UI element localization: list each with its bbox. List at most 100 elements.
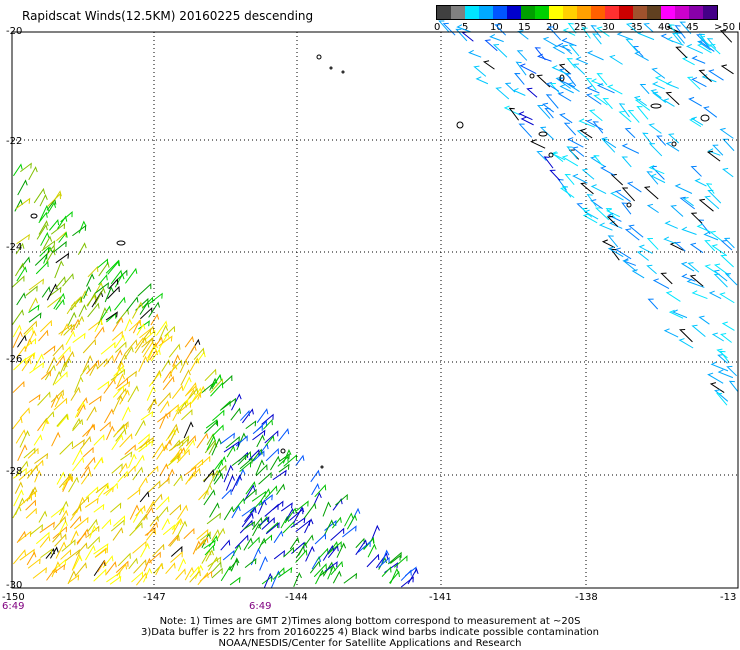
wind-barb: [111, 330, 123, 341]
wind-barb: [719, 350, 730, 363]
wind-barb: [273, 530, 284, 544]
wind-barb: [590, 78, 604, 86]
wind-barb: [222, 549, 235, 561]
wind-barb: [58, 323, 73, 335]
wind-barb: [111, 463, 123, 474]
wind-barb: [99, 421, 111, 432]
wind-barb: [32, 567, 47, 579]
wind-barb: [723, 237, 735, 249]
legend-tick-label: 15: [518, 22, 531, 33]
wind-barb: [179, 401, 192, 412]
wind-barb: [563, 122, 577, 136]
wind-barb: [663, 328, 679, 338]
legend-swatch: [563, 6, 577, 19]
wind-barb: [171, 384, 184, 400]
wind-barb: [666, 36, 684, 46]
wind-barb: [355, 539, 368, 556]
wind-barb: [155, 562, 164, 576]
wind-barb: [82, 446, 94, 458]
wind-barb: [107, 285, 120, 300]
wind-barb: [235, 468, 246, 486]
wind-barb: [648, 164, 665, 175]
wind-barb: [146, 465, 159, 478]
wind-barb: [280, 515, 290, 529]
wind-barb: [16, 292, 26, 306]
island: [280, 448, 286, 454]
wind-barb: [621, 143, 640, 154]
wind-barb: [149, 515, 159, 527]
lon-label: -141: [429, 592, 452, 603]
wind-barb: [93, 568, 107, 582]
wind-barb: [697, 39, 711, 51]
wind-barb: [519, 63, 537, 75]
wind-barb: [284, 507, 297, 524]
wind-barb: [283, 546, 295, 558]
wind-barb: [99, 305, 112, 322]
wind-barb: [236, 432, 247, 451]
wind-barb: [172, 517, 183, 535]
wind-barb: [590, 155, 606, 167]
legend-swatch: [493, 6, 507, 19]
wind-barb: [25, 499, 37, 511]
wind-barb: [190, 458, 204, 471]
wind-barb: [167, 423, 179, 439]
wind-barb: [54, 276, 66, 290]
wind-barb: [54, 260, 64, 279]
wind-barb: [667, 133, 680, 144]
wind-barb: [256, 408, 269, 423]
wind-barb: [87, 518, 98, 533]
wind-barb: [13, 489, 24, 507]
wind-barb: [15, 429, 27, 444]
wind-barb: [147, 342, 158, 359]
wind-barb: [344, 512, 354, 527]
wind-barb: [536, 150, 547, 161]
wind-barb: [75, 315, 85, 329]
wind-barb: [201, 549, 212, 564]
wind-barb: [97, 559, 107, 573]
wind-barb: [134, 337, 145, 350]
wind-barb: [86, 273, 95, 287]
wind-barb: [557, 77, 576, 88]
wind-barb: [138, 433, 150, 445]
wind-barb: [33, 434, 43, 446]
wind-barb: [138, 440, 153, 453]
legend-swatch: [479, 6, 493, 19]
wind-barb: [180, 369, 191, 386]
wind-barb: [494, 24, 507, 36]
wind-barb: [221, 397, 237, 410]
wind-barb: [88, 395, 102, 405]
wind-barb: [549, 169, 561, 181]
lat-label: -24: [6, 242, 23, 253]
wind-barb: [728, 380, 739, 392]
wind-barb: [252, 424, 263, 435]
wind-barb: [713, 269, 728, 282]
wind-barb: [42, 235, 53, 249]
wind-barb: [16, 345, 27, 359]
wind-barb: [679, 21, 692, 35]
wind-barb: [305, 545, 315, 562]
wind-barb: [140, 307, 153, 320]
wind-barb: [713, 273, 728, 288]
wind-barb: [129, 504, 140, 520]
wind-barb: [11, 275, 25, 288]
wind-barb: [38, 211, 48, 224]
wind-barb: [169, 534, 180, 547]
wind-barb: [252, 522, 262, 537]
wind-barb: [616, 31, 633, 41]
wind-barb: [280, 502, 293, 512]
wind-barb: [596, 26, 610, 37]
wind-barb: [625, 22, 640, 34]
wind-barb: [111, 434, 124, 451]
wind-barb: [681, 273, 696, 282]
legend-tick-label: 40: [658, 22, 671, 33]
wind-barb: [101, 518, 112, 530]
wind-barb: [108, 278, 119, 290]
wind-barb: [141, 337, 154, 354]
wind-barb: [121, 406, 131, 421]
wind-barb: [134, 454, 145, 468]
wind-barb: [324, 561, 338, 572]
wind-barb: [84, 497, 99, 508]
wind-barb: [53, 397, 68, 411]
wind-barb: [722, 138, 735, 152]
wind-barb: [621, 202, 632, 215]
